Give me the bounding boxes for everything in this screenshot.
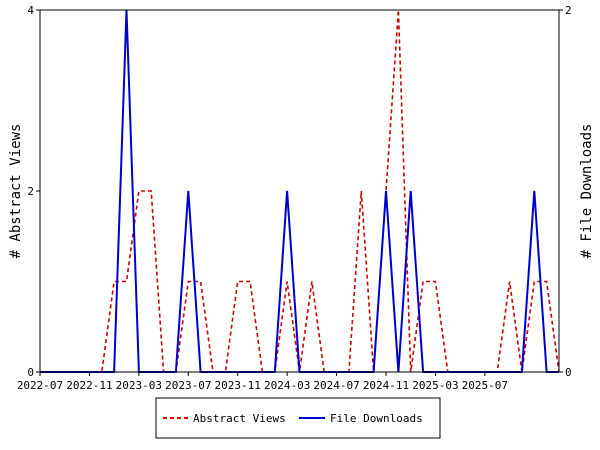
x-tick-label: 2025-03	[412, 379, 458, 392]
right-axis: 02	[559, 4, 572, 379]
right-tick-label: 0	[565, 366, 572, 379]
left-axis: 0 2 4	[27, 4, 40, 379]
legend-label-file-downloads: File Downloads	[330, 412, 423, 425]
x-tick-label: 2024-03	[264, 379, 310, 392]
left-tick-label: 0	[27, 366, 34, 379]
x-tick-label: 2022-11	[66, 379, 112, 392]
x-tick-label: 2024-11	[363, 379, 409, 392]
legend-box	[155, 397, 441, 439]
left-axis-title: # Abstract Views	[8, 124, 24, 259]
x-tick-label: 2023-03	[116, 379, 162, 392]
x-tick-label: 2022-07	[17, 379, 63, 392]
x-tick-label: 2023-11	[215, 379, 261, 392]
x-tick-label: 2024-07	[313, 379, 359, 392]
x-tick-label: 2025-07	[462, 379, 508, 392]
left-tick-label: 2	[27, 185, 34, 198]
legend-label-abstract-views: Abstract Views	[193, 412, 286, 425]
bottom-axis: 2022-07 2022-11 2023-03 2023-07 2023-11 2024-…	[17, 372, 508, 392]
left-tick-label: 4	[27, 4, 34, 17]
right-axis-title: # File Downloads	[579, 124, 595, 259]
legend: Abstract Views File Downloads	[155, 397, 441, 439]
x-tick-label: 2023-07	[165, 379, 211, 392]
right-tick-label: 2	[565, 4, 572, 17]
